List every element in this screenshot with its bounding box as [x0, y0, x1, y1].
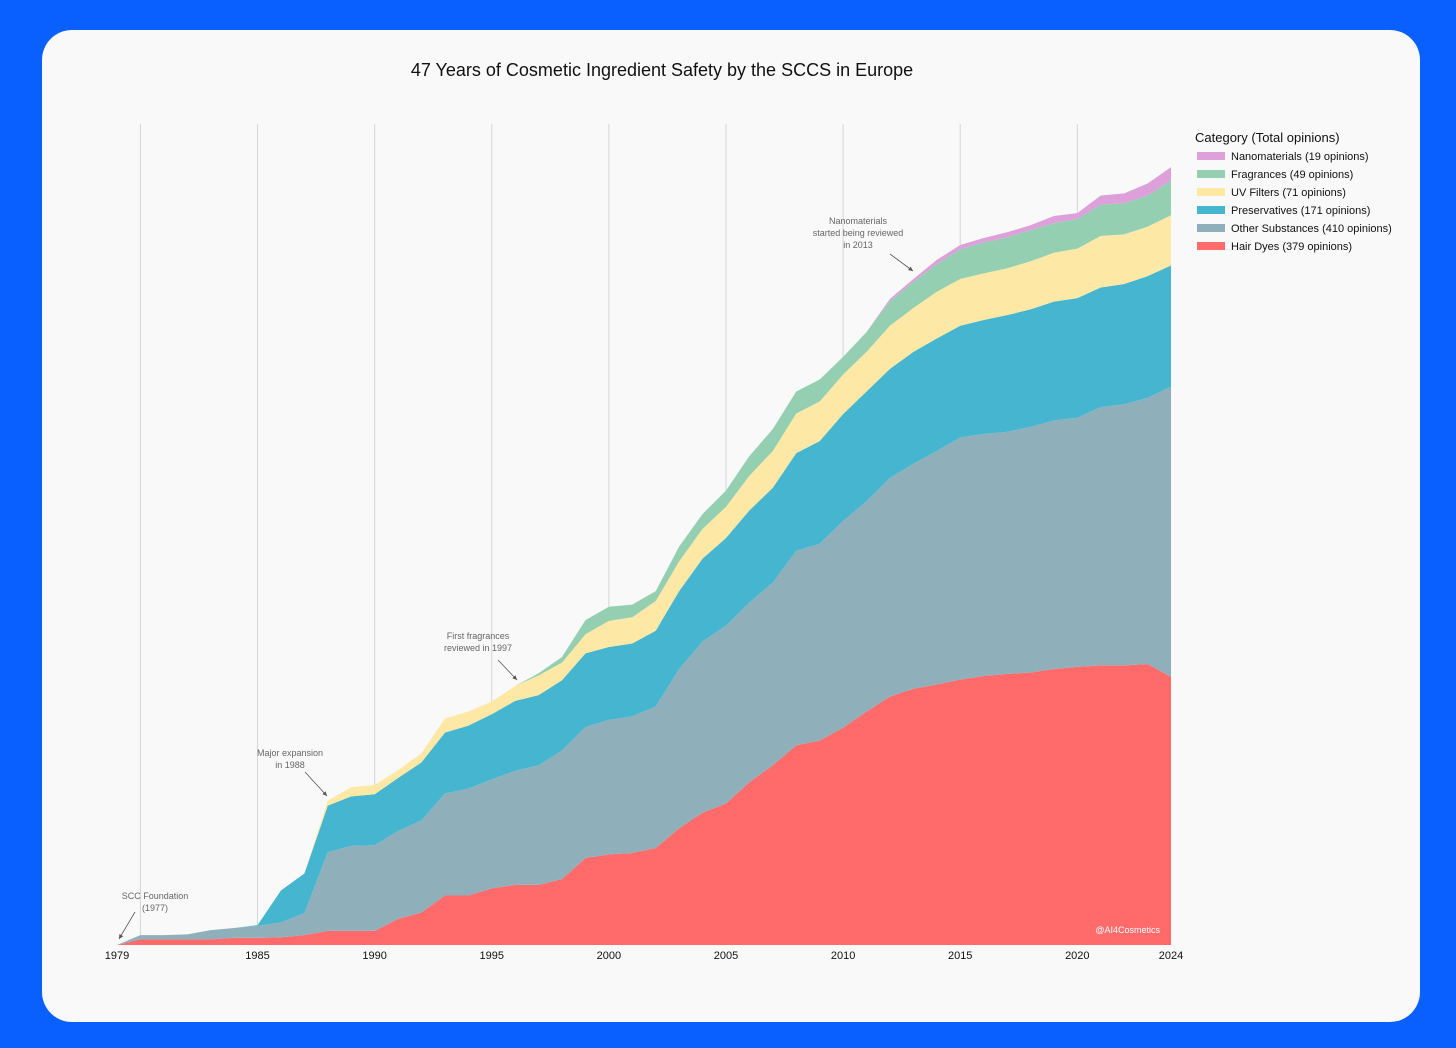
legend: Nanomaterials (19 opinions) Fragrances (4… — [1197, 151, 1392, 253]
annotation-text: in 2013 — [843, 240, 873, 250]
arrow-head-icon — [322, 791, 327, 796]
annotation-arrow — [118, 911, 136, 940]
x-tick-label: 1979 — [105, 950, 129, 962]
annotation-text: Major expansion — [257, 748, 323, 758]
x-tick-label: 2015 — [948, 950, 972, 962]
legend-swatch — [1197, 206, 1225, 214]
annotation-text: in 1988 — [275, 760, 305, 770]
arrow-head-icon — [512, 675, 517, 680]
annotation: First fragrances reviewed in 1997 — [444, 631, 518, 681]
watermark: @AI4Cosmetics — [1095, 925, 1160, 935]
x-tick-label: 2020 — [1065, 950, 1089, 962]
chart-title: 47 Years of Cosmetic Ingredient Safety b… — [411, 60, 913, 80]
legend-swatch — [1197, 152, 1225, 160]
annotation-arrow — [497, 659, 518, 681]
x-tick-label: 2010 — [831, 950, 855, 962]
x-tick-label: 2005 — [714, 950, 738, 962]
annotation-text: (1977) — [142, 903, 168, 913]
legend-item: UV Filters (71 opinions) — [1197, 187, 1346, 199]
annotation-text: reviewed in 1997 — [444, 643, 512, 653]
legend-swatch — [1197, 170, 1225, 178]
x-tick-label: 1985 — [245, 950, 269, 962]
x-tick-label: 2024 — [1159, 950, 1183, 962]
legend-label: UV Filters (71 opinions) — [1231, 187, 1346, 199]
area-hair-dyes — [117, 664, 1171, 945]
area-other-substances — [117, 386, 1171, 945]
annotation-text: started being reviewed — [813, 228, 904, 238]
area-uv-filters — [117, 215, 1171, 946]
legend-item: Hair Dyes (379 opinions) — [1197, 241, 1352, 253]
arrow-head-icon — [119, 934, 124, 939]
areas — [117, 167, 1171, 946]
annotation-arrow — [304, 771, 328, 797]
x-tick-label: 2000 — [597, 950, 621, 962]
legend-swatch — [1197, 242, 1225, 250]
legend-item: Fragrances (49 opinions) — [1197, 169, 1353, 181]
annotation-arrow — [889, 253, 914, 272]
legend-item: Preservatives (171 opinions) — [1197, 205, 1370, 217]
legend-item: Nanomaterials (19 opinions) — [1197, 151, 1369, 163]
legend-label: Preservatives (171 opinions) — [1231, 205, 1370, 217]
annotation: Major expansion in 1988 — [257, 748, 328, 797]
legend-label: Other Substances (410 opinions) — [1231, 223, 1392, 235]
x-tick-label: 1990 — [362, 950, 386, 962]
x-axis-ticks: 1979 1985 1990 1995 2000 2005 2010 2015 2020 2024 — [105, 950, 1183, 962]
legend-item: Other Substances (410 opinions) — [1197, 223, 1392, 235]
annotations: SCC Foundation (1977) Major expansion in 19… — [118, 216, 914, 940]
annotation-text: First fragrances — [447, 631, 510, 641]
legend-swatch — [1197, 188, 1225, 196]
legend-swatch — [1197, 224, 1225, 232]
x-tick-label: 1995 — [480, 950, 504, 962]
annotation: SCC Foundation (1977) — [118, 891, 189, 940]
legend-label: Hair Dyes (379 opinions) — [1231, 241, 1352, 253]
annotation-text: Nanomaterials — [829, 216, 888, 226]
legend-label: Nanomaterials (19 opinions) — [1231, 151, 1369, 163]
legend-label: Fragrances (49 opinions) — [1231, 169, 1353, 181]
legend-title: Category (Total opinions) — [1195, 130, 1340, 145]
area-preservatives — [117, 265, 1171, 945]
arrow-head-icon — [908, 266, 913, 271]
annotation: Nanomaterials started being reviewed in 20… — [813, 216, 914, 272]
annotation-text: SCC Foundation — [122, 891, 189, 901]
